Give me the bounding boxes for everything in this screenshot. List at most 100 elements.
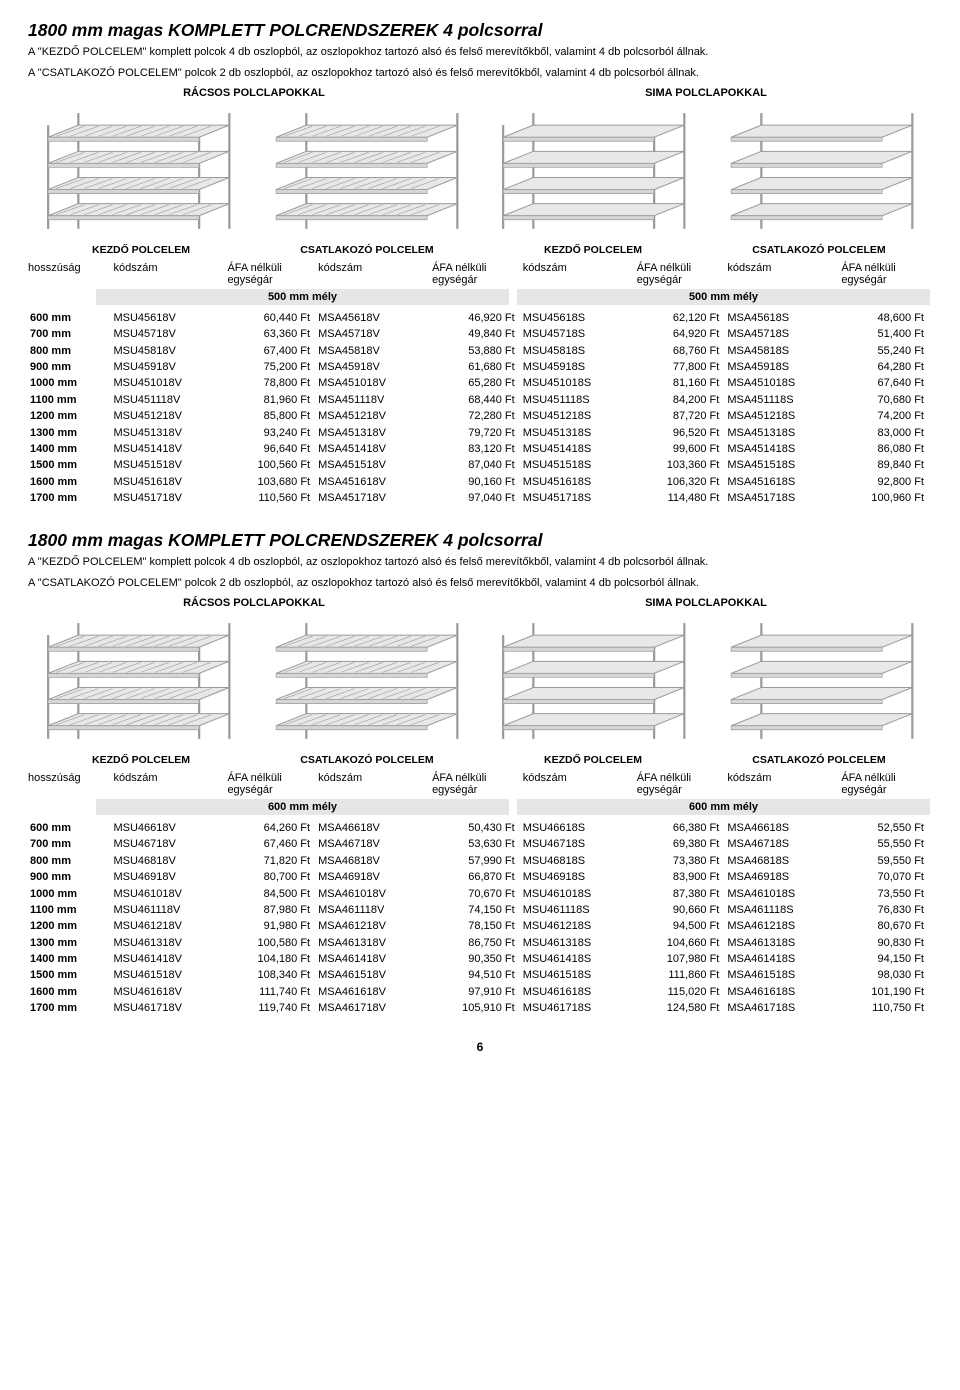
price-cell: 100,560 Ft [227,457,318,473]
code-cell: MSU45718S [523,326,637,342]
price-cell: 100,580 Ft [227,935,318,951]
hdr-price-1: ÁFA nélküli [841,262,932,274]
shelf-illustration-icon [28,613,249,749]
price-cell: 110,750 Ft [841,1000,932,1016]
hdr-code: kódszám [523,262,637,274]
price-cell: 79,720 Ft [432,424,523,440]
code-cell: MSA451318S [727,424,841,440]
table-row: 1700 mm MSU451718V 110,560 Ft MSA451718V… [28,490,932,506]
product-section: 1800 mm magas KOMPLETT POLCRENDSZEREK 4 … [28,530,932,1016]
price-cell: 63,360 Ft [227,326,318,342]
table-row: 1100 mm MSU451118V 81,960 Ft MSA451118V … [28,392,932,408]
price-cell: 57,990 Ft [432,853,523,869]
price-cell: 93,240 Ft [227,424,318,440]
hdr-price-1: ÁFA nélküli [841,772,932,784]
code-cell: MSA45718V [318,326,432,342]
hdr-price-1: ÁFA nélküli [637,772,728,784]
price-cell: 52,550 Ft [841,820,932,836]
code-cell: MSU451318V [113,424,227,440]
length-cell: 1500 mm [28,967,113,983]
price-cell: 86,080 Ft [841,441,932,457]
code-cell: MSU451518V [113,457,227,473]
code-cell: MSU461618V [113,984,227,1000]
code-cell: MSA451418S [727,441,841,457]
table-row: 1300 mm MSU461318V 100,580 Ft MSA461318V… [28,935,932,951]
type-label-left: RÁCSOS POLCLAPOKKAL [28,87,480,99]
price-cell: 90,160 Ft [432,473,523,489]
table-row: 900 mm MSU45918V 75,200 Ft MSA45918V 61,… [28,359,932,375]
sublabel: CSATLAKOZÓ POLCELEM [254,754,480,766]
type-label-right: SIMA POLCLAPOKKAL [480,87,932,99]
table-row: 600 mm MSU46618V 64,260 Ft MSA46618V 50,… [28,820,932,836]
column-header: hosszúság kódszám ÁFA nélküli kódszám ÁF… [28,262,932,286]
table-row: 800 mm MSU45818V 67,400 Ft MSA45818V 53,… [28,342,932,358]
table-row: 1100 mm MSU461118V 87,980 Ft MSA461118V … [28,902,932,918]
section-desc-1: A "KEZDŐ POLCELEM" komplett polcok 4 db … [28,555,932,570]
code-cell: MSA46618S [727,820,841,836]
code-cell: MSU451118S [523,392,637,408]
price-cell: 87,720 Ft [637,408,728,424]
table-row: 1500 mm MSU451518V 100,560 Ft MSA451518V… [28,457,932,473]
price-cell: 103,680 Ft [227,473,318,489]
price-cell: 81,160 Ft [637,375,728,391]
table-row: 1400 mm MSU451418V 96,640 Ft MSA451418V … [28,441,932,457]
depth-label: 500 mm mély [517,289,930,305]
price-cell: 69,380 Ft [637,836,728,852]
code-cell: MSU451718S [523,490,637,506]
price-cell: 94,500 Ft [637,918,728,934]
price-cell: 90,350 Ft [432,951,523,967]
code-cell: MSU461618S [523,984,637,1000]
code-cell: MSA451118V [318,392,432,408]
depth-label: 600 mm mély [517,799,930,815]
price-cell: 83,120 Ft [432,441,523,457]
code-cell: MSU45918V [113,359,227,375]
table-row: 1400 mm MSU461418V 104,180 Ft MSA461418V… [28,951,932,967]
price-cell: 84,500 Ft [227,885,318,901]
price-cell: 96,520 Ft [637,424,728,440]
code-cell: MSA46918V [318,869,432,885]
price-cell: 81,960 Ft [227,392,318,408]
code-cell: MSU451718V [113,490,227,506]
code-cell: MSA46818S [727,853,841,869]
price-cell: 97,910 Ft [432,984,523,1000]
price-cell: 66,870 Ft [432,869,523,885]
hdr-price-2: egységár [637,274,728,286]
length-cell: 700 mm [28,836,113,852]
illustration-row [28,613,932,748]
price-cell: 87,040 Ft [432,457,523,473]
price-cell: 104,180 Ft [227,951,318,967]
code-cell: MSU46618S [523,820,637,836]
table-row: 800 mm MSU46818V 71,820 Ft MSA46818V 57,… [28,853,932,869]
price-cell: 68,760 Ft [637,342,728,358]
code-cell: MSU461318S [523,935,637,951]
code-cell: MSU461518V [113,967,227,983]
code-cell: MSA451118S [727,392,841,408]
code-cell: MSU451318S [523,424,637,440]
hdr-price-1: ÁFA nélküli [637,262,728,274]
price-cell: 71,820 Ft [227,853,318,869]
code-cell: MSA46818V [318,853,432,869]
table-row: 1300 mm MSU451318V 93,240 Ft MSA451318V … [28,424,932,440]
table-row: 600 mm MSU45618V 60,440 Ft MSA45618V 46,… [28,310,932,326]
code-cell: MSU451518S [523,457,637,473]
length-cell: 800 mm [28,853,113,869]
code-cell: MSA461218V [318,918,432,934]
code-cell: MSA461418S [727,951,841,967]
length-cell: 1700 mm [28,490,113,506]
code-cell: MSA461018S [727,885,841,901]
price-cell: 101,190 Ft [841,984,932,1000]
sublabel: CSATLAKOZÓ POLCELEM [254,244,480,256]
price-cell: 70,670 Ft [432,885,523,901]
code-cell: MSA461718S [727,1000,841,1016]
code-cell: MSA45818S [727,342,841,358]
code-cell: MSA451518V [318,457,432,473]
length-cell: 1400 mm [28,441,113,457]
code-cell: MSU451018S [523,375,637,391]
code-cell: MSA451218V [318,408,432,424]
length-cell: 1500 mm [28,457,113,473]
price-cell: 119,740 Ft [227,1000,318,1016]
code-cell: MSU461118S [523,902,637,918]
code-cell: MSA461518V [318,967,432,983]
code-cell: MSU461218V [113,918,227,934]
code-cell: MSU45718V [113,326,227,342]
